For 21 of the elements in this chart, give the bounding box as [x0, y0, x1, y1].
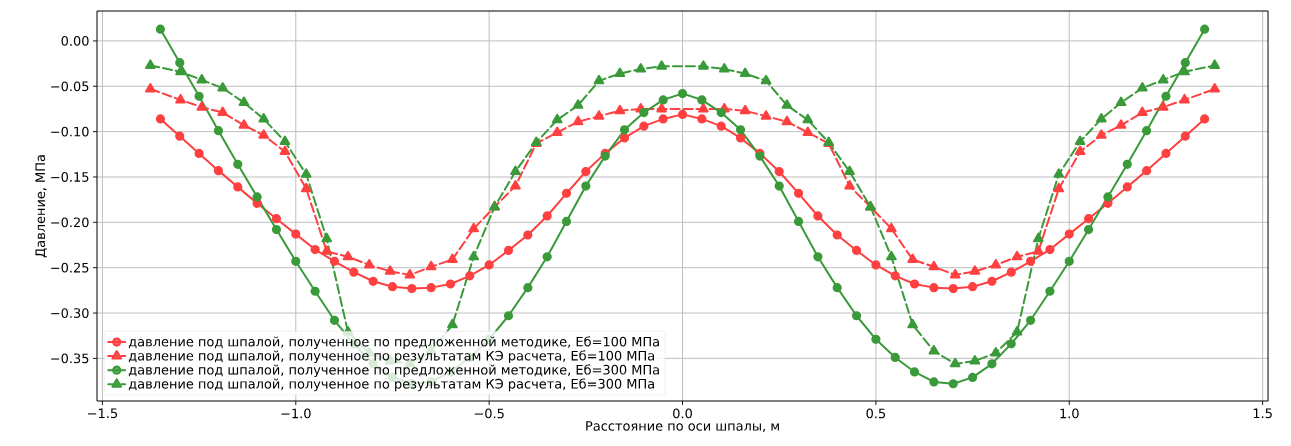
x-tick-label: −0.5 [474, 408, 504, 419]
x-tick-label: −1.0 [281, 408, 311, 419]
y-tick-label: −0.10 [51, 126, 89, 137]
y-tick-label: −0.05 [51, 81, 89, 92]
y-tick-label: 0.00 [61, 36, 89, 46]
y-tick-label: −0.35 [51, 353, 89, 364]
legend-label: давление под шпалой, полученное по результатам КЭ расчета, Еб=300 МПа [128, 378, 654, 392]
x-tick-label: 1.0 [1060, 408, 1079, 419]
x-tick-label: 1.5 [1253, 408, 1272, 419]
y-axis-title: Давление, МПа [35, 155, 47, 258]
y-tick-label: −0.15 [51, 172, 89, 182]
x-tick-label: −1.5 [88, 408, 118, 419]
y-tick-label: −0.25 [51, 262, 89, 273]
x-tick-label: 0.5 [866, 408, 886, 419]
x-axis-title: Расстояние по оси шпалы, м [586, 421, 779, 433]
legend-label: давление под шпалой, полученное по результатам КЭ расчета, Еб=100 МПа [128, 350, 654, 364]
y-tick-label: −0.20 [51, 217, 89, 228]
y-tick-label: −0.30 [51, 308, 89, 318]
legend-label: давление под шпалой, полученное по предложенной методике, Еб=300 МПа [128, 364, 659, 378]
legend-label: давление под шпалой, полученное по предложенной методике, Еб=100 МПа [128, 336, 659, 350]
x-tick-label: 0.0 [673, 408, 692, 419]
